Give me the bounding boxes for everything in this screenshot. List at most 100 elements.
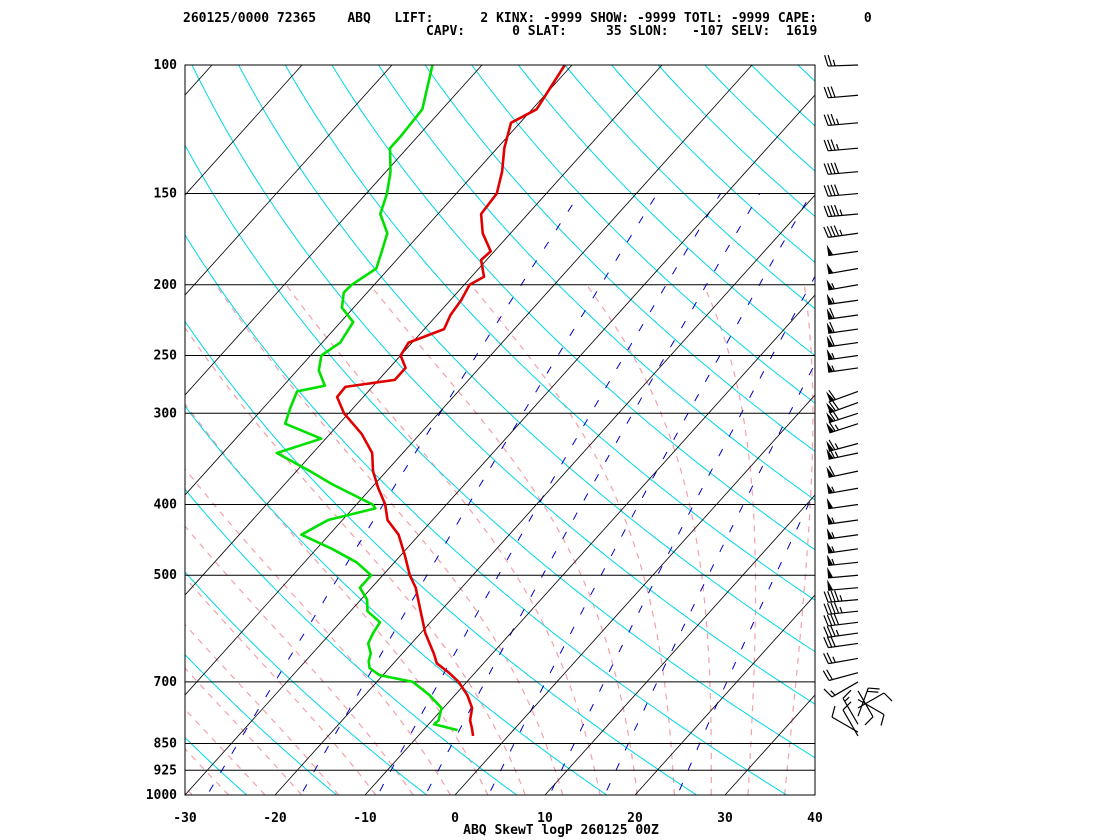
moist-adiabat-line [784, 284, 814, 795]
moist-adiabat-line [185, 467, 451, 795]
temperature-tick-label: 20 [627, 811, 643, 826]
temperature-profile-line [335, 65, 566, 737]
dry-adiabat-line [284, 65, 815, 601]
wind-barb-flag [823, 688, 833, 698]
wind-barb-flag [883, 692, 893, 702]
mixing-ratio-line [676, 489, 815, 795]
wind-barb-flag [829, 335, 835, 347]
pressure-tick-label: 925 [154, 763, 177, 778]
dry-adiabat-line [424, 65, 815, 452]
dry-adiabat-line [185, 405, 608, 795]
wind-barb [826, 307, 859, 320]
wind-barb [823, 139, 859, 152]
dry-adiabat-line [238, 65, 815, 653]
dry-adiabat-line [827, 49, 1120, 811]
wind-barb-pennant [826, 448, 834, 460]
wind-barb-staff [828, 632, 859, 638]
wind-barb-flag [823, 163, 829, 175]
wind-barb-flag [823, 626, 829, 638]
wind-barb-flag [828, 389, 836, 400]
isotherm-line [544, 494, 815, 795]
wind-barb-staff [828, 672, 859, 682]
wind-barb-halfflag [834, 424, 840, 431]
wind-barb-flag [823, 139, 829, 152]
wind-barb [826, 335, 859, 348]
moist-adiabat-line [185, 525, 414, 795]
wind-barb-flag [833, 602, 840, 614]
mixing-ratio-line [300, 193, 658, 795]
wind-barb-flag [823, 205, 829, 217]
wind-barb-halfflag [831, 365, 835, 372]
isotherm-line [274, 194, 815, 795]
wind-barb [826, 465, 859, 478]
plot-frame [184, 64, 816, 796]
wind-barb-pennant [826, 361, 834, 373]
wind-barb-flag [834, 204, 840, 216]
wind-barb-halfflag [839, 606, 843, 614]
wind-barb-pennant [827, 579, 834, 591]
wind-barb-halfflag [839, 209, 843, 216]
wind-barb-flag [829, 321, 835, 333]
isotherm-line [0, 65, 122, 795]
wind-barb-staff [828, 610, 859, 615]
pressure-tick-label: 150 [154, 187, 178, 202]
pressure-tick-label: 300 [154, 406, 178, 421]
wind-barb-flag [823, 636, 829, 648]
pressure-tick-label: 500 [154, 568, 178, 583]
isotherm-line [185, 65, 213, 96]
dry-adiabat-line [750, 65, 815, 127]
wind-barb-halfflag [834, 443, 839, 450]
wind-barb-flag [833, 225, 840, 237]
wind-barb-staff [828, 232, 859, 238]
wind-barb-flag [830, 625, 836, 637]
dry-adiabat-line [657, 65, 815, 218]
dry-adiabat-line [185, 234, 788, 795]
isotherm-line [905, 65, 1120, 795]
wind-barb [823, 225, 859, 238]
isotherm-line [0, 65, 32, 795]
wind-barb-flag [830, 184, 836, 196]
wind-barb-staff [828, 94, 859, 99]
pressure-tick-labels: 100 150 200 250 300 400 500 700 850 925 1000 [146, 58, 177, 803]
dry-adiabat-line [965, 49, 1120, 811]
wind-barb-staff [829, 412, 859, 424]
dry-adiabat-line [610, 65, 815, 263]
moist-adiabat-line [369, 284, 638, 795]
wind-barb-staff [842, 709, 859, 737]
wind-barb [823, 86, 859, 99]
wind-barb-flag [827, 139, 833, 151]
dry-adiabat-line [331, 65, 815, 551]
wind-barb [826, 279, 859, 291]
wind-barb-staff [828, 192, 859, 197]
wind-barb-flag [864, 716, 874, 726]
temperature-tick-label: 10 [537, 811, 553, 826]
wind-barb-flag [824, 54, 829, 67]
wind-barb-staff [828, 147, 859, 152]
wind-barb [826, 513, 859, 525]
wind-barb-flag [826, 652, 833, 664]
wind-barb [831, 705, 859, 733]
wind-barb [826, 482, 859, 495]
wind-barb-flag [827, 114, 833, 126]
wind-barb [826, 542, 859, 554]
moist-adiabat-line [185, 402, 489, 795]
wind-barb [823, 590, 859, 603]
wind-barb-flag [834, 184, 840, 196]
wind-barb [823, 113, 859, 127]
wind-barb-flag [830, 602, 836, 614]
wind-barb-staff [857, 690, 874, 718]
dry-adiabat-line [471, 65, 815, 404]
wind-barb-halfflag [831, 283, 835, 290]
wind-barb-pennant [826, 244, 834, 256]
isotherm-line [454, 394, 815, 795]
wind-barb-flag [831, 705, 836, 718]
wind-barb-flag [827, 163, 833, 175]
wind-barb-pennant [826, 466, 834, 478]
isotherm-line [724, 694, 815, 795]
wind-barb-flag [830, 205, 836, 217]
wind-barb-flag [823, 603, 829, 615]
moist-adiabats [185, 284, 814, 795]
wind-barb-flag [826, 226, 833, 238]
wind-barb-pennant [826, 402, 835, 413]
mixing-ratio-line [487, 193, 812, 795]
